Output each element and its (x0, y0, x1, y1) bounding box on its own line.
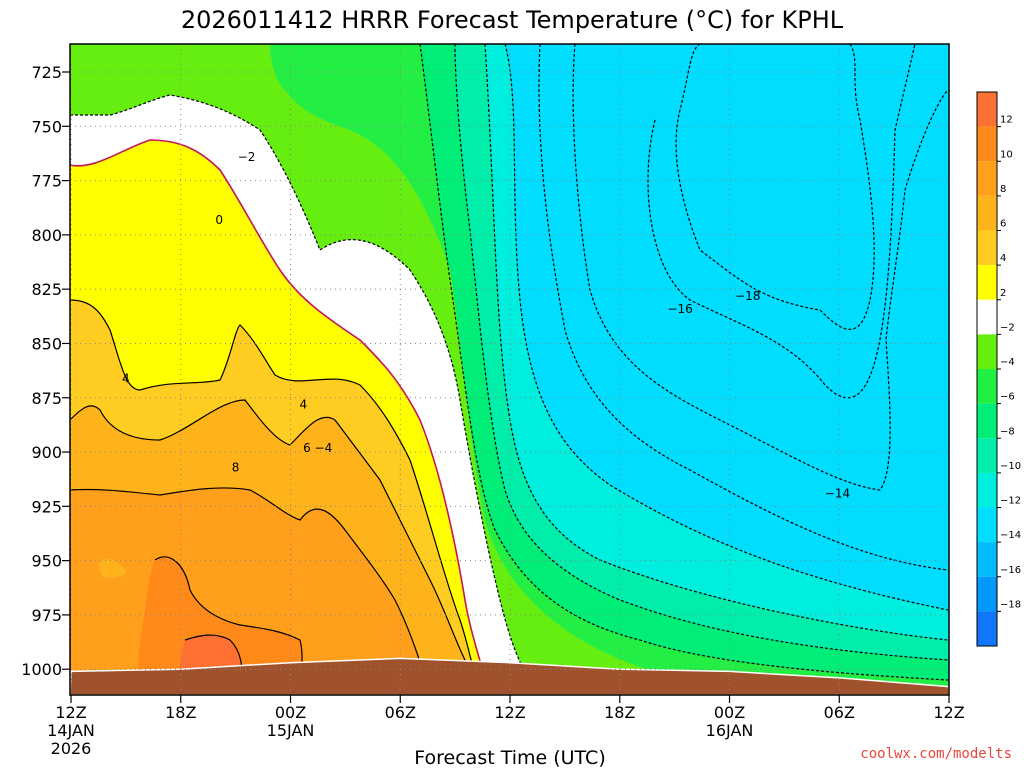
colorbar-bin (977, 542, 997, 577)
x-tick-date: 15JAN (267, 721, 315, 740)
colorbar-label: −10 (1000, 461, 1021, 472)
band-8-to-10-pocket (99, 558, 127, 579)
colorbar-bin (977, 299, 997, 335)
band-minus-14-to-minus-12 (539, 44, 948, 570)
x-axis-label: Forecast Time (UTC) (414, 747, 605, 768)
colorbar-bin (977, 403, 997, 439)
contour-label: 0 (215, 213, 223, 227)
contour-minus-20 (675, 44, 875, 330)
y-tick-label: 975 (31, 606, 62, 625)
x-tick-label: 00Z (275, 703, 306, 722)
colorbar-bin (977, 507, 997, 543)
colorbar-label: 4 (1000, 253, 1006, 264)
colorbar-label: 10 (1000, 149, 1013, 160)
contour-minus-12 (504, 44, 949, 611)
contour-plus-8 (70, 487, 431, 695)
contour-labels: −4 −2 0 4 4 6 8 −16 −18 −14 (122, 150, 850, 501)
band-minus-12-to-minus-10 (485, 44, 948, 640)
contour-plus-6 (70, 399, 471, 695)
y-tick-label: 850 (31, 334, 62, 353)
contour-minus-16 (572, 44, 949, 491)
colorbar-label: −8 (1000, 426, 1015, 437)
colorbar-bin (977, 369, 997, 404)
terrain-below-surface (70, 657, 949, 695)
contour-label: −2 (238, 150, 256, 164)
x-tick-date: 16JAN (706, 721, 754, 740)
colorbar-label: −2 (1000, 322, 1015, 333)
x-tick-label: 12Z (55, 703, 86, 722)
colorbar-label: 8 (1000, 184, 1006, 195)
y-tick-label: 800 (31, 226, 62, 245)
colorbar-label: −14 (1000, 530, 1021, 541)
colorbar-bin (977, 611, 997, 646)
colorbar-label: −16 (1000, 565, 1021, 576)
colorbar-bin (977, 92, 997, 127)
credit-link[interactable]: coolwx.com/modelts (860, 746, 1012, 762)
colorbar-bin (977, 195, 997, 231)
x-tick-year: 2026 (51, 739, 92, 758)
colorbar-bin (977, 438, 997, 473)
band-10-to-12 (137, 556, 303, 695)
colorbar-bin (977, 472, 997, 508)
contour-plus-4 (70, 299, 481, 695)
colorbar-label: −12 (1000, 496, 1021, 507)
colorbar-bin (977, 126, 997, 162)
y-tick-label: 725 (31, 63, 62, 82)
x-tick-label: 00Z (714, 703, 745, 722)
x-tick-date: 14JAN (47, 721, 95, 740)
y-tick-label: 950 (31, 552, 62, 571)
colorbar-label: −4 (1000, 357, 1015, 368)
y-tick-label: 775 (31, 172, 62, 191)
contour-label: 4 (299, 398, 307, 412)
contour-label: 6 (303, 441, 311, 455)
x-tick-label: 18Z (604, 703, 635, 722)
x-tick-label: 12Z (933, 703, 964, 722)
y-tick-label: 750 (31, 117, 62, 136)
contour-label: −14 (825, 487, 850, 501)
colorbar-bin (977, 265, 997, 300)
colorbar: 12 10 8 6 4 2 −2 −4 −6 −8 −10 −12 −14 −16 −18 (976, 91, 1021, 647)
x-tick-label: 12Z (494, 703, 525, 722)
colorbar-label: 2 (1000, 288, 1006, 299)
x-tick-label: 18Z (165, 703, 196, 722)
colorbar-label: −6 (1000, 392, 1015, 403)
y-tick-label: 925 (31, 497, 62, 516)
band-minus-6-to-minus-4 (270, 44, 948, 695)
y-tick-label: 825 (31, 280, 62, 299)
x-tick-label: 06Z (824, 703, 855, 722)
contour-label: −18 (735, 289, 760, 303)
y-tick-label: 1000 (21, 660, 62, 679)
contour-minus-8 (454, 44, 949, 661)
colorbar-bin (977, 576, 997, 612)
colorbar-bin (977, 334, 997, 369)
temperature-field (70, 44, 949, 695)
contour-plus-10 (154, 556, 303, 695)
contour-minus-10 (484, 44, 949, 641)
contour-label: −16 (667, 302, 692, 316)
contour-minus-14 (538, 44, 949, 571)
chart-title: 2026011412 HRRR Forecast Temperature (°C… (181, 6, 844, 34)
contour-minus-2 (70, 94, 541, 695)
colorbar-label: 6 (1000, 219, 1006, 230)
y-tick-label: 900 (31, 443, 62, 462)
colorbar-label: −18 (1000, 599, 1021, 610)
contour-minus-6 (419, 44, 949, 681)
colorbar-bin (977, 161, 997, 196)
contour-label: 8 (232, 461, 240, 475)
contour-minus-18 (647, 44, 916, 399)
colorbar-label: 12 (1000, 115, 1013, 126)
contour-label: −4 (315, 441, 333, 455)
contour-zero (70, 139, 491, 695)
x-tick-label: 06Z (385, 703, 416, 722)
contour-label: 4 (122, 372, 130, 386)
colorbar-bin (977, 230, 997, 266)
y-axis-ticks: 725 750 775 800 825 850 875 900 925 950 975 1000 (21, 63, 70, 679)
y-tick-label: 875 (31, 389, 62, 408)
contour-lines (70, 44, 949, 695)
